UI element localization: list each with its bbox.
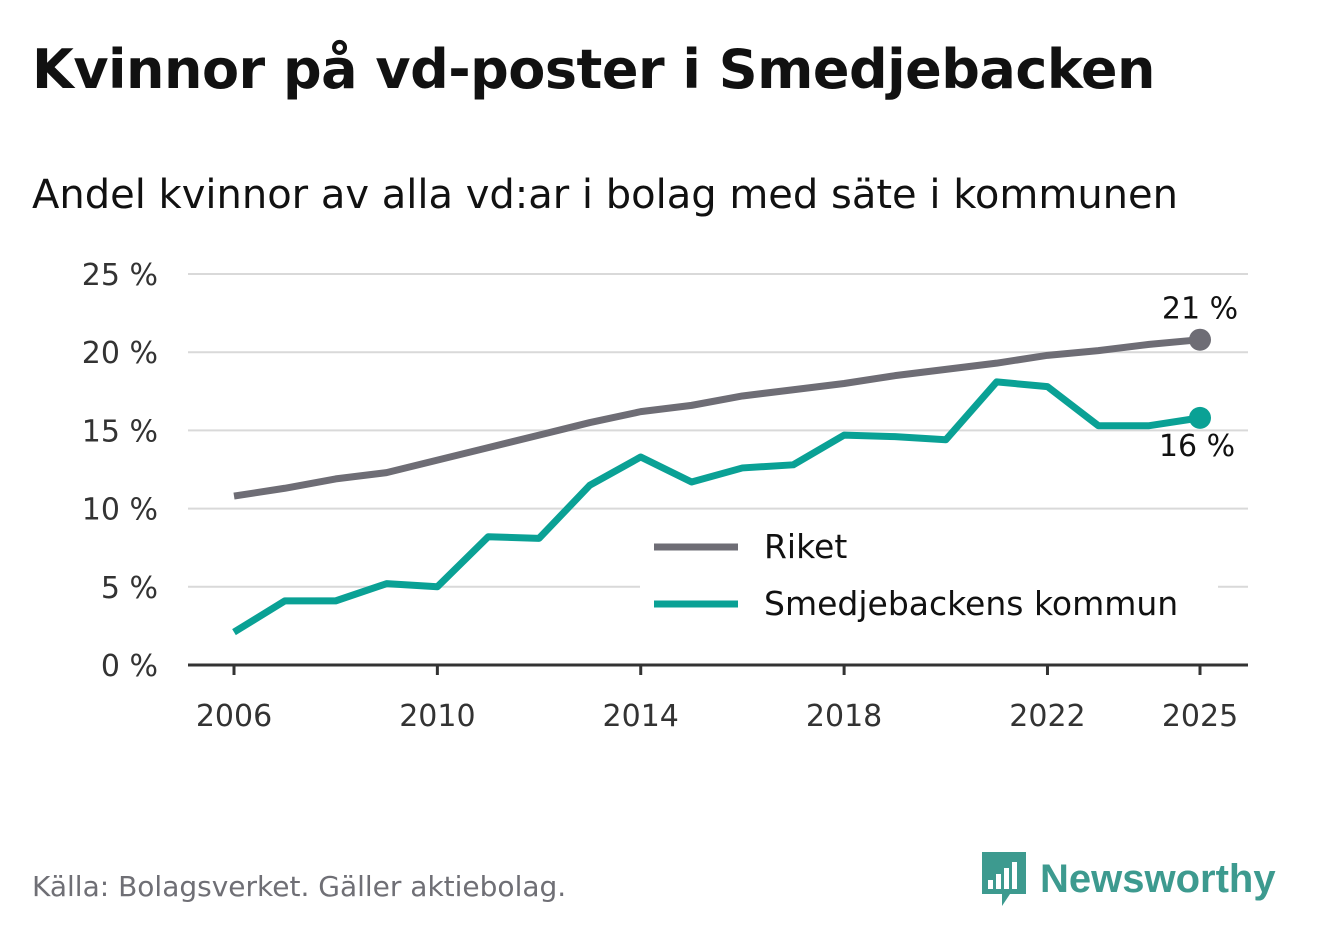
brand-logo: Newsworthy xyxy=(980,850,1276,908)
legend-label: Riket xyxy=(764,527,847,566)
series-end-point-0 xyxy=(1189,328,1211,351)
series-line-1 xyxy=(232,378,1201,636)
x-tick-label: 2010 xyxy=(399,699,475,734)
x-axis: 2006 2010 2014 2018 2022 2025 xyxy=(188,663,1248,734)
x-tick-label: 2018 xyxy=(806,699,882,734)
y-tick-label: 5 % xyxy=(101,571,158,606)
y-tick-label: 15 % xyxy=(82,414,158,449)
newsworthy-logo-icon xyxy=(982,852,1026,906)
legend-label: Smedjebackens kommun xyxy=(764,584,1178,623)
y-tick-label: 0 % xyxy=(101,649,158,684)
series-line-0 xyxy=(233,336,1201,500)
y-axis: 0 % 5 % 10 % 15 % 20 % 25 % xyxy=(82,258,158,684)
end-labels: 21 % 16 % xyxy=(1159,292,1238,464)
x-tick-label: 2025 xyxy=(1162,699,1238,734)
brand-name: Newsworthy xyxy=(1040,856,1276,901)
series-lines xyxy=(232,328,1211,636)
legend: Riket Smedjebackens kommun xyxy=(640,513,1218,645)
source-note: Källa: Bolagsverket. Gäller aktiebolag. xyxy=(32,870,567,903)
y-tick-label: 10 % xyxy=(82,493,158,528)
y-tick-label: 20 % xyxy=(82,336,158,371)
end-label-smedjebacken: 16 % xyxy=(1159,429,1235,464)
legend-background xyxy=(640,513,1218,645)
chart-subtitle: Andel kvinnor av alla vd:ar i bolag med … xyxy=(32,172,1178,218)
y-tick-label: 25 % xyxy=(82,258,158,293)
end-label-riket: 21 % xyxy=(1162,292,1238,327)
x-tick-label: 2014 xyxy=(603,699,679,734)
x-tick-label: 2022 xyxy=(1009,699,1085,734)
x-tick-label: 2006 xyxy=(196,699,272,734)
series-end-point-1 xyxy=(1189,406,1211,429)
chart-title: Kvinnor på vd-poster i Smedjebacken xyxy=(32,38,1155,101)
